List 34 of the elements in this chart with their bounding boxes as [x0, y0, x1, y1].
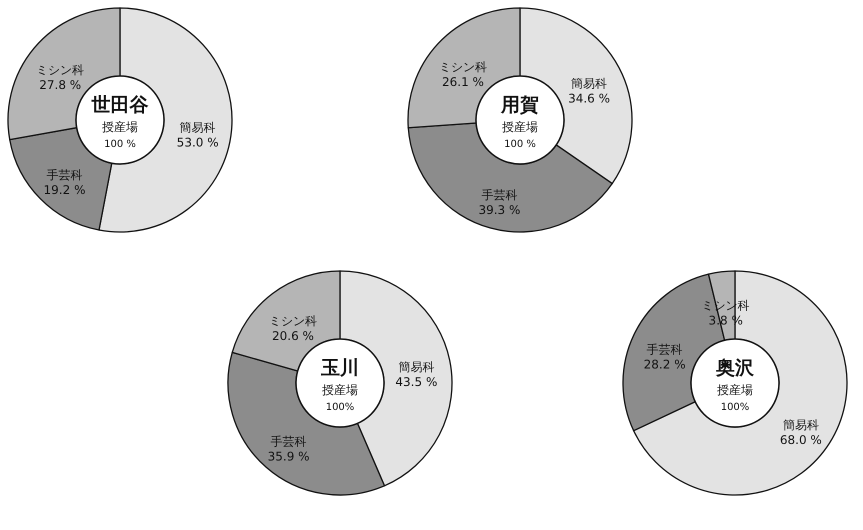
text: 奥沢 [715, 357, 755, 379]
slice-label: 手芸科 [46, 168, 82, 182]
slice-label: 簡易科 [180, 120, 216, 134]
slice-label: 簡易科 [398, 360, 434, 374]
data-label: 35.9 % [268, 450, 310, 464]
slice-label: ミシン科 [268, 314, 317, 328]
data-label: 19.2 % [44, 182, 86, 197]
data-label: 26.1 % [442, 74, 484, 89]
data-label: 28.2 % [644, 357, 686, 372]
text: 100% [326, 402, 354, 413]
slice-label: 手芸科 [481, 188, 518, 202]
data-label: 34.6 % [568, 92, 610, 106]
text: 授産場 [102, 120, 138, 134]
slice-label: 手芸科 [270, 434, 307, 449]
text: 世田谷 [90, 94, 150, 116]
slice-label: 簡易科 [782, 418, 819, 432]
data-label: 43.5 % [395, 375, 438, 390]
text: 授産場 [717, 383, 753, 397]
text: 100% [720, 402, 750, 413]
slice-label: 手芸科 [646, 342, 683, 356]
text: 授産場 [322, 383, 358, 397]
text: 100 % [504, 139, 536, 150]
data-label: 68.0 % [780, 432, 822, 447]
text: 玉川 [320, 357, 359, 379]
data-label: 20.6 % [272, 328, 314, 343]
slice-label: ミシン科 [36, 62, 84, 77]
data-label: 53.0 % [176, 135, 219, 150]
data-label: 27.8 % [39, 78, 82, 92]
data-label: 39.3 % [478, 203, 520, 218]
text: 100 % [104, 139, 136, 150]
text: 用賀 [500, 94, 539, 116]
slice-label: ミシン科 [438, 60, 487, 74]
text: 授産場 [502, 120, 538, 134]
slice-label: 簡易科 [571, 76, 608, 91]
